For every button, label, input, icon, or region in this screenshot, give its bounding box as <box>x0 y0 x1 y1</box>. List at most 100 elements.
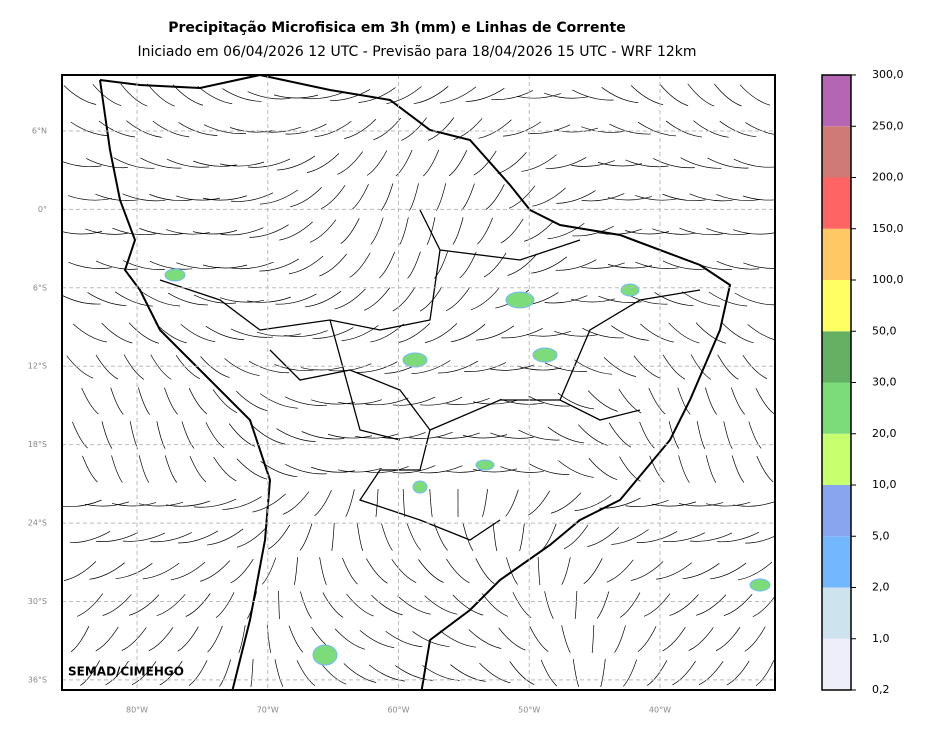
streamline <box>297 660 315 686</box>
streamline <box>207 529 243 545</box>
streamline <box>315 490 332 516</box>
streamline <box>143 563 179 579</box>
streamline <box>644 594 670 617</box>
streamline <box>302 92 345 99</box>
streamline <box>165 455 177 482</box>
streamline <box>663 355 685 379</box>
streamline <box>722 323 753 343</box>
streamline <box>615 625 626 652</box>
x-tick-label: 40°W <box>649 706 671 715</box>
streamline <box>338 400 382 404</box>
x-tick-label: 70°W <box>257 706 279 715</box>
streamline <box>660 84 688 105</box>
streamline <box>706 455 716 482</box>
streamline <box>315 121 352 136</box>
streamline <box>551 493 581 514</box>
streamline <box>300 524 312 551</box>
streamline <box>164 388 177 415</box>
streamline <box>418 559 443 582</box>
streamline <box>392 559 416 582</box>
streamline <box>342 325 379 340</box>
streamline <box>194 295 236 303</box>
streamline <box>446 287 470 311</box>
streamline <box>682 292 720 306</box>
streamline <box>206 422 224 448</box>
streamline <box>71 626 89 652</box>
streamline <box>274 95 318 98</box>
streamline <box>649 388 665 414</box>
streamline <box>647 660 667 685</box>
streamline <box>753 593 777 616</box>
colorbar-label: 250,0 <box>872 119 904 132</box>
streamline <box>663 533 705 542</box>
streamline <box>121 84 147 106</box>
streamline <box>663 627 686 651</box>
streamline <box>381 523 392 550</box>
streamline <box>584 558 602 583</box>
streamline <box>508 254 537 275</box>
streamline <box>166 501 210 506</box>
streamline <box>598 296 641 302</box>
streamline <box>690 533 732 541</box>
streamline <box>221 228 264 235</box>
streamline <box>528 491 549 515</box>
y-tick-label: 18°S <box>28 440 47 449</box>
streamline <box>262 558 276 585</box>
streamline <box>200 561 230 582</box>
streamline <box>220 162 264 166</box>
streamline <box>640 324 673 342</box>
map-area <box>58 75 787 700</box>
streamline <box>727 661 749 685</box>
streamline <box>545 591 554 618</box>
streamline <box>285 464 326 474</box>
streamline <box>393 287 415 311</box>
streamline <box>756 388 774 414</box>
streamline <box>59 294 100 304</box>
streamline <box>529 464 569 475</box>
streamline <box>607 560 634 582</box>
y-tick-label: 0° <box>38 205 47 214</box>
streamline <box>335 289 366 309</box>
streamline <box>82 388 99 414</box>
streamline <box>681 158 722 169</box>
colorbar-label: 5,0 <box>872 529 890 542</box>
streamline <box>150 261 192 269</box>
streamline <box>564 525 588 549</box>
streamline <box>290 187 322 207</box>
streamline <box>285 124 326 134</box>
streamline <box>425 323 457 342</box>
streamline <box>139 455 149 482</box>
streamline <box>129 595 159 616</box>
colorbar-bin <box>822 229 851 280</box>
streamline <box>597 592 609 619</box>
y-tick-label: 12°S <box>28 362 47 371</box>
streamline <box>623 660 636 687</box>
streamline <box>524 221 554 242</box>
streamline <box>139 228 182 234</box>
streamline <box>219 659 230 686</box>
streamline <box>531 257 567 273</box>
streamline <box>276 429 315 442</box>
colorbar-bin <box>822 126 851 177</box>
streamline <box>620 457 641 482</box>
streamline <box>538 557 540 585</box>
streamline <box>463 523 473 550</box>
streamline <box>573 659 578 687</box>
streamline <box>672 661 695 685</box>
streamline <box>521 155 556 172</box>
streamline <box>289 626 303 653</box>
streamline <box>275 659 283 687</box>
streamline <box>609 423 631 447</box>
streamline <box>257 127 301 132</box>
streamline <box>247 297 291 302</box>
streamline <box>123 533 165 541</box>
streamline <box>124 355 144 380</box>
streamline <box>168 293 208 305</box>
streamline <box>367 150 387 175</box>
streamline <box>588 391 618 412</box>
streamline <box>716 627 740 650</box>
streamline <box>718 355 739 380</box>
streamline <box>462 184 475 211</box>
streamline <box>77 594 103 617</box>
streamline <box>688 84 714 106</box>
